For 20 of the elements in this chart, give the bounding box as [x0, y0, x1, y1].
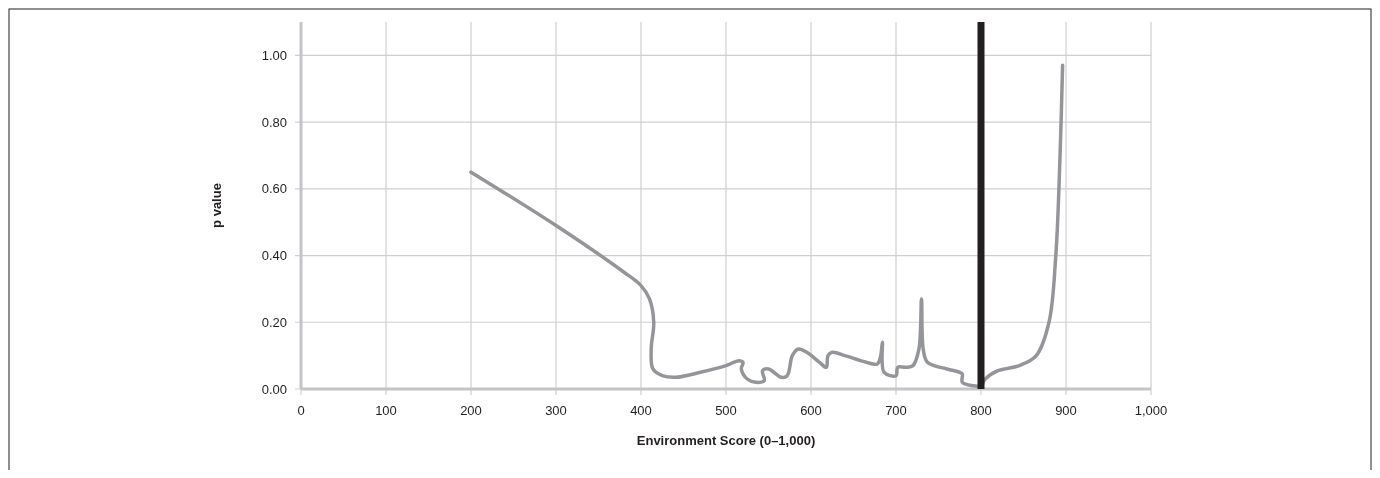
x-tick-label: 0: [297, 403, 305, 418]
x-axis-title: Environment Score (0–1,000): [636, 433, 816, 448]
y-tick-label: 0.20: [261, 314, 287, 330]
y-tick-label: 0.40: [261, 248, 287, 264]
x-tick-label: 900: [1055, 403, 1077, 418]
x-tick-label: 500: [715, 403, 737, 418]
x-tick-label: 400: [630, 403, 652, 418]
x-tick-label: 300: [545, 403, 567, 418]
x-tick-label: 600: [800, 403, 822, 418]
y-tick-label: 1.00: [261, 47, 287, 63]
y-tick-label: 0.00: [261, 381, 287, 397]
x-tick-label: 1,000: [1134, 403, 1168, 418]
x-tick-label: 700: [885, 403, 907, 418]
y-axis-title: p value: [209, 183, 224, 228]
y-tick-label: 0.80: [261, 114, 287, 130]
x-tick-label: 200: [460, 403, 482, 418]
x-tick-label: 800: [970, 403, 992, 418]
x-tick-label: 100: [375, 403, 397, 418]
y-tick-label: 0.60: [261, 181, 287, 197]
line-series: [469, 63, 1065, 388]
